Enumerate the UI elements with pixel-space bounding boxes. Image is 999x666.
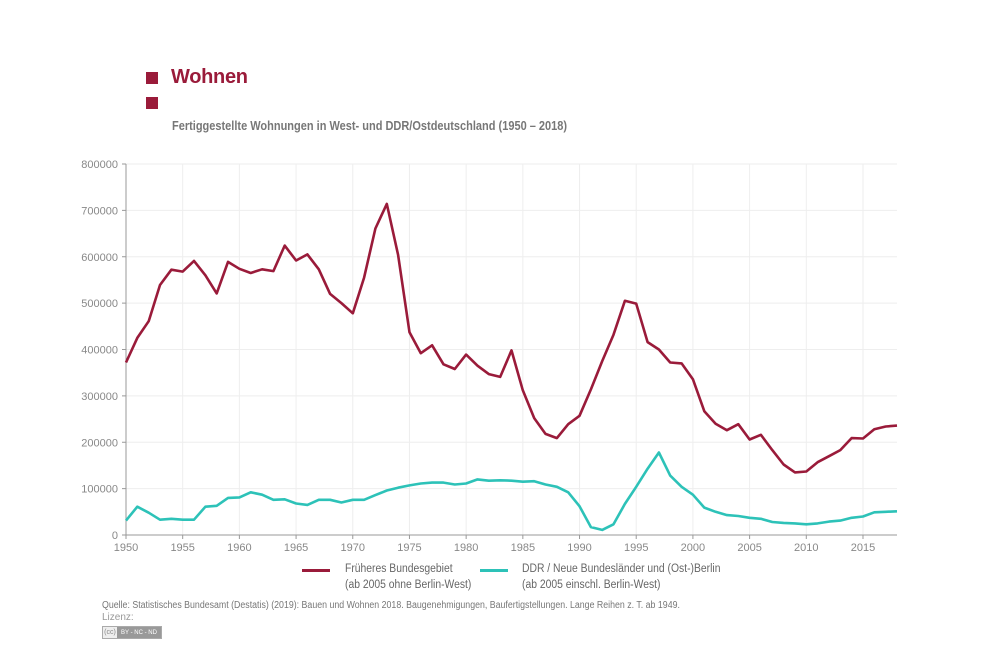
y-tick-label: 700000 xyxy=(81,205,118,217)
line-chart: 0 100000 200000 300000 400000 500000 600000 700… xyxy=(81,159,898,554)
license-badge-text: BY - NC - ND xyxy=(117,627,161,638)
x-tick-label: 1970 xyxy=(341,542,365,554)
legend-sublabel-east: (ab 2005 einschl. Berlin-West) xyxy=(522,579,661,591)
subtitle-bullet-square xyxy=(146,97,158,109)
y-tick-label: 100000 xyxy=(81,484,118,496)
page-title: Wohnen xyxy=(171,66,248,88)
x-tick-label: 2010 xyxy=(794,542,818,554)
x-tick-label: 1995 xyxy=(624,542,648,554)
legend-item-east: DDR / Neue Bundesländer und (Ost-)Berlin… xyxy=(522,561,720,593)
legend-label-west: Früheres Bundesgebiet xyxy=(345,563,453,575)
y-tick-label: 800000 xyxy=(81,159,118,171)
cc-icon: (cc) xyxy=(104,629,116,636)
x-tick-label: 2000 xyxy=(681,542,705,554)
y-tick-label: 200000 xyxy=(81,437,118,449)
y-tick-label: 500000 xyxy=(81,298,118,310)
series-line-east xyxy=(124,451,898,532)
title-bullet-square xyxy=(146,72,158,84)
x-tick-label: 2015 xyxy=(851,542,875,554)
x-tick-label: 1975 xyxy=(397,542,421,554)
y-tick-label: 600000 xyxy=(81,252,118,264)
y-tick-label: 300000 xyxy=(81,391,118,403)
license-badge[interactable]: (cc) BY - NC - ND xyxy=(102,626,162,639)
license-label: Lizenz: xyxy=(102,612,134,623)
legend-item-west: Früheres Bundesgebiet (ab 2005 ohne Berl… xyxy=(345,561,471,593)
legend-swatch-west xyxy=(302,569,330,572)
y-tick-label: 400000 xyxy=(81,345,118,357)
x-tick-label: 1950 xyxy=(114,542,138,554)
x-tick-label: 1985 xyxy=(511,542,535,554)
series-lines xyxy=(124,202,898,532)
chart-subtitle: Fertiggestellte Wohnungen in West- und D… xyxy=(172,119,568,133)
legend-label-east: DDR / Neue Bundesländer und (Ost-)Berlin xyxy=(522,563,721,575)
x-tick-label: 1965 xyxy=(284,542,308,554)
y-tick-label: 0 xyxy=(112,530,118,542)
x-tick-label: 1980 xyxy=(454,542,478,554)
legend-sublabel-west: (ab 2005 ohne Berlin-West) xyxy=(345,579,472,591)
x-tick-label: 1960 xyxy=(227,542,251,554)
series-line-west xyxy=(124,202,898,474)
x-tick-label: 2005 xyxy=(737,542,761,554)
x-tick-label: 1955 xyxy=(170,542,194,554)
x-tick-label: 1990 xyxy=(567,542,591,554)
source-citation: Quelle: Statistisches Bundesamt (Destati… xyxy=(102,600,680,611)
axes xyxy=(122,163,897,539)
tick-labels: 0 100000 200000 300000 400000 500000 600000 700… xyxy=(81,159,875,554)
legend-swatch-east xyxy=(480,569,508,572)
